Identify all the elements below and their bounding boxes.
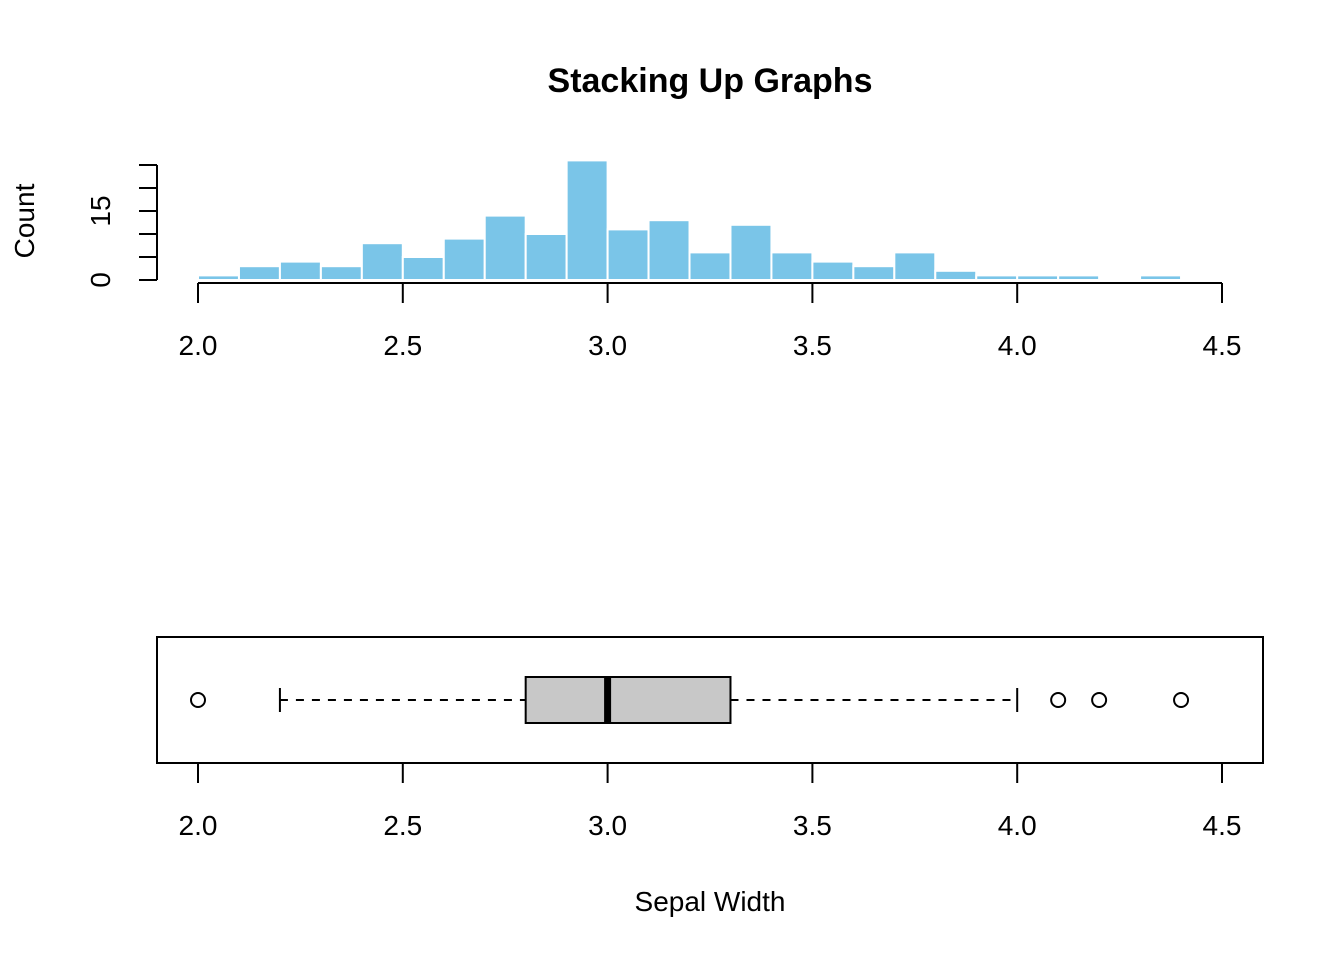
histogram-x-tick-label-0: 2.0 [179,330,218,361]
boxplot-x-tick-label-4: 4.0 [998,810,1037,841]
histogram-bar-3 [319,265,363,282]
histogram-bar-12 [688,251,732,281]
histogram-bar-17 [893,251,937,281]
boxplot-outlier-0 [190,692,206,708]
histogram-title: Stacking Up Graphs [548,62,873,100]
boxplot-outlier-2 [1091,692,1108,708]
boxplot-x-axis: 2.0 2.5 3.0 3.5 4.0 4.5 [179,762,1242,841]
histogram-x-tick-label-1: 2.5 [383,330,422,361]
histogram-bar-20 [1016,274,1060,281]
histogram-bar-1 [237,265,281,282]
histogram-bar-18 [934,269,978,281]
boxplot-xlabel: Sepal Width [635,886,786,917]
histogram-bar-14 [770,251,814,281]
histogram-bar-6 [442,237,486,282]
histogram-bar-16 [852,265,896,282]
histogram-x-tick-label-3: 3.5 [793,330,832,361]
histogram-bar-19 [975,274,1019,281]
histogram-bar-7 [483,214,527,282]
boxplot-x-tick-label-5: 4.5 [1203,810,1242,841]
histogram-y-tick-label-0: 0 [85,272,116,288]
histogram-bar-2 [278,260,322,282]
histogram-bar-13 [729,223,773,282]
histogram-bar-5 [401,256,445,281]
boxplot-x-tick-label-2: 3.0 [588,810,627,841]
histogram-bar-9 [565,159,609,281]
histogram-y-axis: 0 15 [85,164,158,288]
histogram-y-tick-label-1: 15 [85,195,116,226]
histogram-bar-23 [1139,274,1183,281]
boxplot-x-tick-label-0: 2.0 [179,810,218,841]
histogram-ylabel: Count [9,183,40,258]
histogram-bar-15 [811,260,855,282]
histogram-bar-8 [524,233,568,281]
histogram-bar-4 [360,242,404,281]
boxplot-box [524,676,732,724]
histogram-x-axis: 2.0 2.5 3.0 3.5 4.0 4.5 [179,282,1242,361]
histogram-bar-11 [647,219,691,281]
histogram-bar-0 [197,274,240,281]
boxplot-group [190,676,1190,724]
boxplot-x-tick-label-3: 3.5 [793,810,832,841]
boxplot-x-tick-label-1: 2.5 [383,810,422,841]
histogram-bar-21 [1057,274,1101,281]
histogram-x-tick-label-4: 4.0 [998,330,1037,361]
boxplot-outlier-3 [1173,692,1190,708]
histogram-x-tick-label-2: 3.0 [588,330,627,361]
histogram-bar-10 [606,228,650,281]
histogram-bars [197,159,1183,282]
histogram-x-tick-label-5: 4.5 [1203,330,1242,361]
boxplot-outlier-1 [1050,692,1067,708]
